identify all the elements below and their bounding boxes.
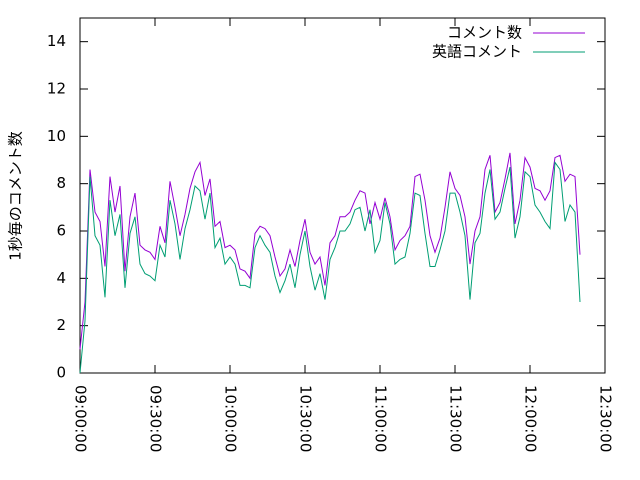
x-tick-label: 10:00:00 bbox=[222, 385, 240, 452]
y-tick-label: 2 bbox=[56, 316, 66, 334]
y-tick-label: 12 bbox=[47, 80, 66, 98]
y-tick-label: 10 bbox=[47, 127, 66, 145]
y-axis-label: 1秒毎のコメント数 bbox=[7, 131, 25, 261]
y-tick-label: 0 bbox=[56, 364, 66, 382]
x-tick-label: 10:30:00 bbox=[297, 385, 315, 452]
x-tick-label: 09:30:00 bbox=[147, 385, 165, 452]
x-tick-label: 12:00:00 bbox=[522, 385, 540, 452]
plot-border bbox=[79, 17, 606, 374]
legend-label: 英語コメント bbox=[432, 43, 522, 61]
legend-label: コメント数 bbox=[447, 24, 522, 42]
y-tick-label: 6 bbox=[56, 222, 66, 240]
y-tick-label: 8 bbox=[56, 174, 66, 192]
x-tick-label: 09:00:00 bbox=[72, 385, 90, 452]
series-line bbox=[79, 152, 581, 350]
y-tick-label: 14 bbox=[47, 32, 66, 50]
x-tick-label: 12:30:00 bbox=[597, 385, 615, 452]
series-line bbox=[79, 160, 581, 374]
x-tick-label: 11:00:00 bbox=[372, 385, 390, 452]
x-tick-label: 11:30:00 bbox=[447, 385, 465, 452]
y-tick-label: 4 bbox=[56, 269, 66, 287]
